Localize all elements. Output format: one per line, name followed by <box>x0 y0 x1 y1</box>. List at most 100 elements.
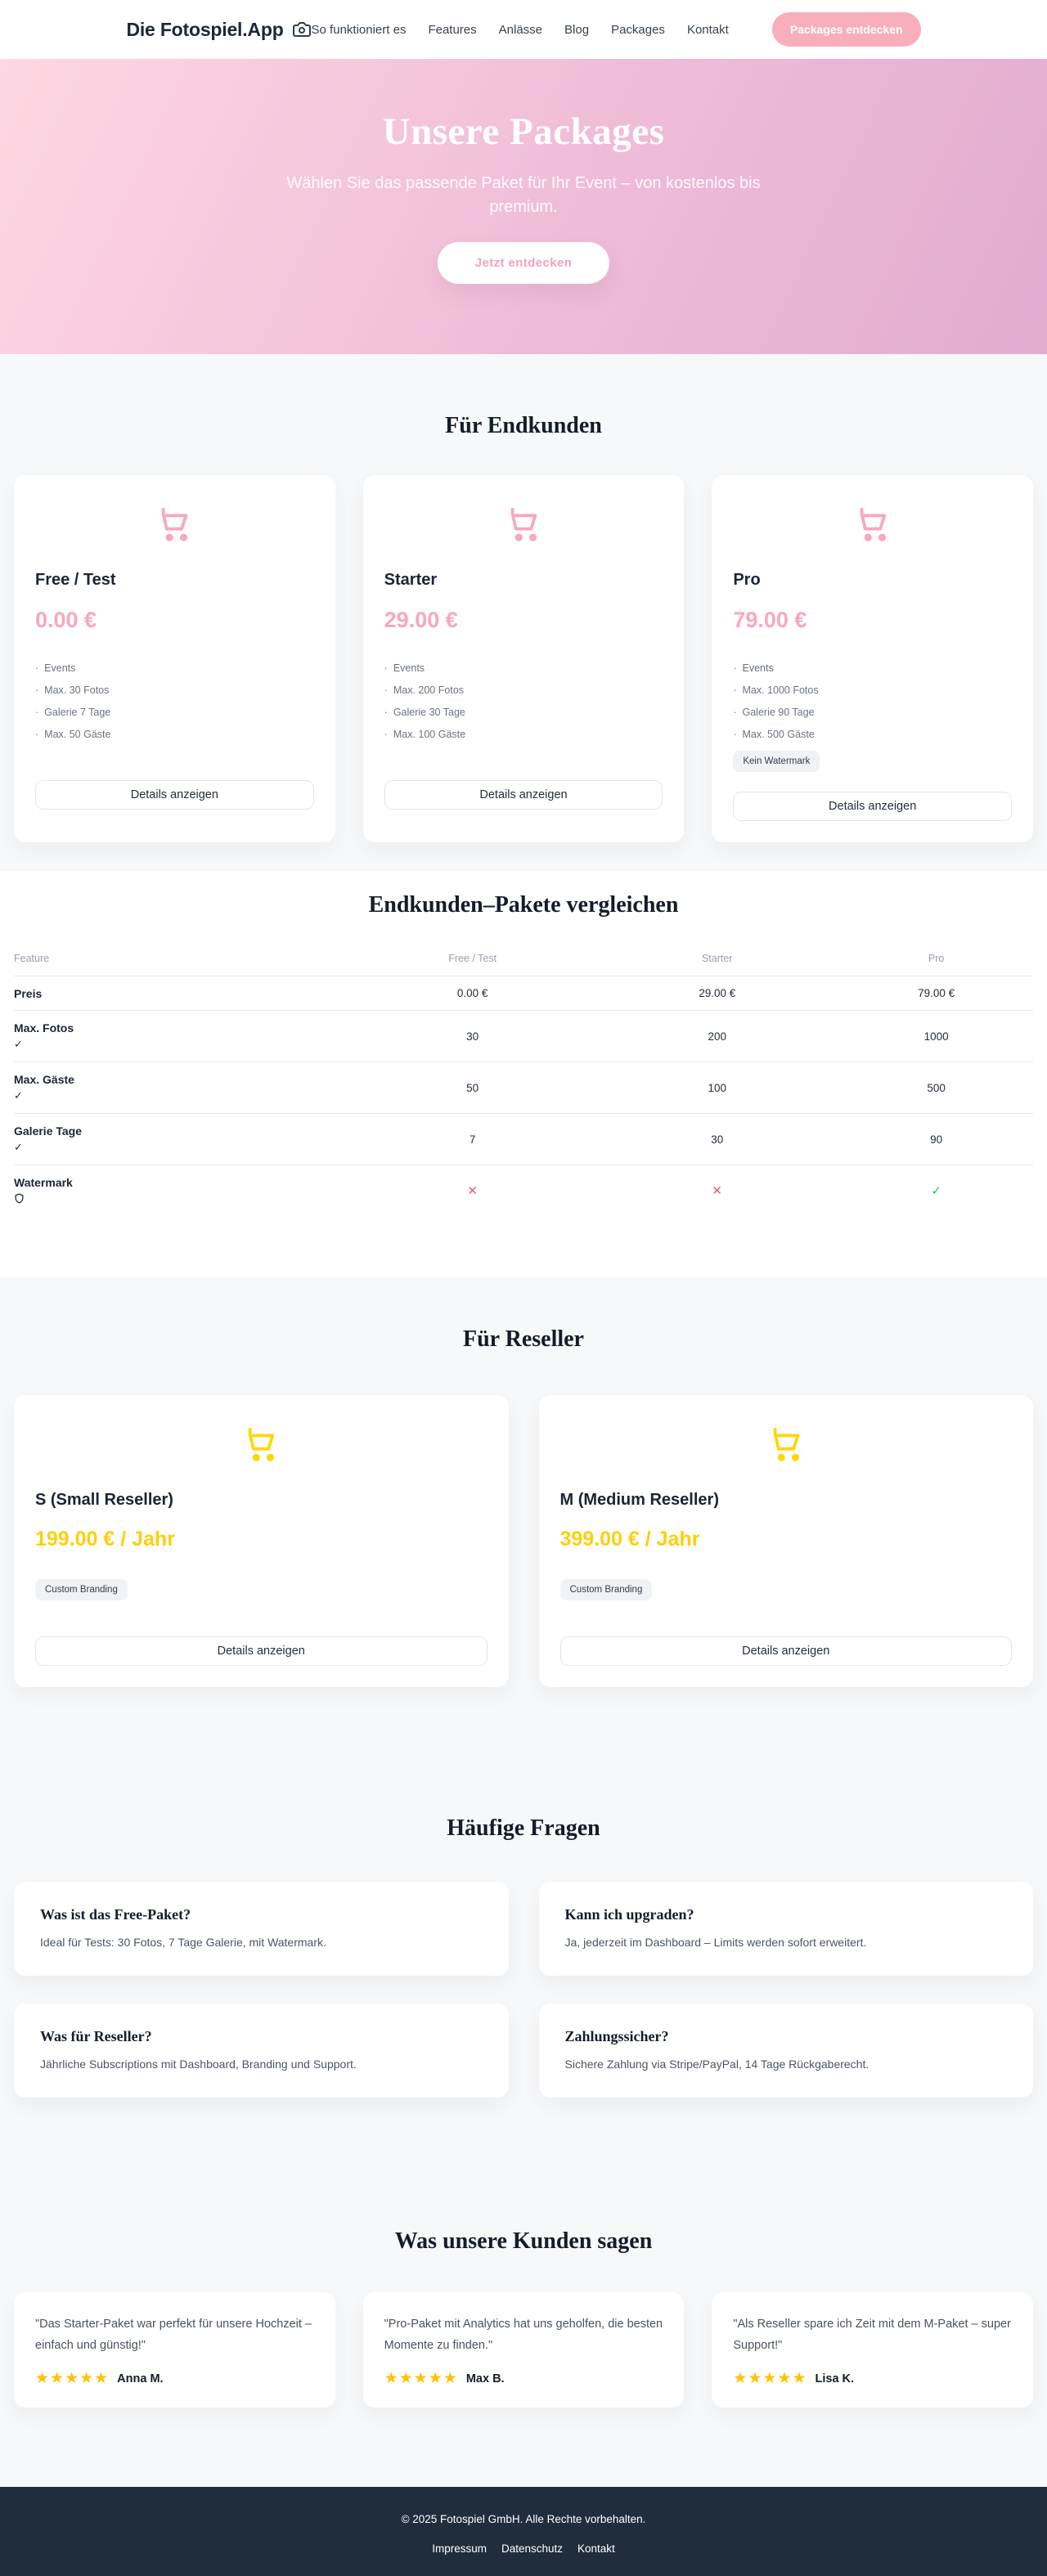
cell-value: 50 <box>466 1081 479 1094</box>
details-anzeigen-button[interactable]: Details anzeigen <box>559 1636 1012 1666</box>
testimonial-quote: "Pro-Paket mit Analytics hat uns geholfe… <box>384 2318 663 2353</box>
reseller-card-s: S (Small Reseller) 199.00 € / Jahr Custo… <box>14 1395 509 1687</box>
plan-features: Events Max. 30 Fotos Galerie 7 Tage Max.… <box>35 662 314 751</box>
feature-item: Max. 50 Gäste <box>35 729 314 740</box>
check-icon: ✓ <box>931 1184 941 1198</box>
faq-answer: Jährliche Subscriptions mit Dashboard, B… <box>40 2058 357 2071</box>
compare-table: Feature Free / Test Starter Pro Preis 0.… <box>14 945 1033 1216</box>
cell-value: 79.00 € <box>918 987 955 999</box>
row-label: Watermark <box>14 1176 73 1189</box>
column-header-feature: Feature <box>14 945 351 976</box>
feature-item: Max. 500 Gäste <box>733 729 1012 740</box>
check-icon: ✓ <box>14 1089 23 1102</box>
details-anzeigen-button[interactable]: Details anzeigen <box>35 1636 488 1666</box>
cart-icon <box>155 505 193 546</box>
star-rating-icon: ★★★★★ <box>384 2370 458 2388</box>
nav-link-anlaesse[interactable]: Anlässe <box>498 22 543 37</box>
cell-value: 7 <box>469 1133 476 1146</box>
kein-watermark-badge: Kein Watermark <box>733 751 820 772</box>
feature-item: Events <box>733 662 1012 674</box>
cart-icon <box>854 505 892 546</box>
cell-value: 0.00 € <box>456 987 488 999</box>
nav-link-features[interactable]: Features <box>428 22 477 37</box>
row-label: Max. Fotos <box>14 1021 74 1034</box>
plan-name: Free / Test <box>35 571 116 589</box>
table-row-preis: Preis 0.00 € 29.00 € 79.00 € <box>14 976 1033 1011</box>
pricing-card-starter: Starter 29.00 € Events Max. 200 Fotos Ga… <box>362 475 685 842</box>
testimonial-name: Max B. <box>465 2372 505 2385</box>
compare-section: Endkunden–Pakete vergleichen Feature Fre… <box>0 871 1047 1277</box>
row-label: Max. Gäste <box>14 1073 74 1086</box>
plan-name: Starter <box>384 571 438 589</box>
details-anzeigen-button[interactable]: Details anzeigen <box>733 792 1012 821</box>
cell-value: 30 <box>711 1133 724 1146</box>
hero-subtitle: Wählen Sie das passende Paket für Ihr Ev… <box>286 174 761 216</box>
check-icon: ✓ <box>14 1141 23 1153</box>
faq-question: Was ist das Free-Paket? <box>40 1906 191 1923</box>
details-anzeigen-button[interactable]: Details anzeigen <box>35 780 314 810</box>
column-header-pro: Pro <box>839 945 1033 976</box>
site-header: Die Fotospiel.App So funktioniert es Fea… <box>0 0 1047 59</box>
table-row-watermark: Watermark ✕ ✕ ✓ <box>14 1165 1033 1217</box>
column-header-starter: Starter <box>595 945 840 976</box>
row-label: Preis <box>14 987 43 1000</box>
cell-value: 29.00 € <box>699 987 736 999</box>
cell-value: 500 <box>927 1081 946 1094</box>
nav-link-blog[interactable]: Blog <box>564 22 590 37</box>
main-nav: So funktioniert es Features Anlässe Blog… <box>312 12 921 47</box>
faq-question: Was für Reseller? <box>40 2028 152 2044</box>
plan-name: S (Small Reseller) <box>35 1491 173 1509</box>
cross-icon: ✕ <box>712 1184 722 1198</box>
faq-card: Kann ich upgraden? Ja, jederzeit im Dash… <box>538 1882 1033 1976</box>
nav-link-kontakt[interactable]: Kontakt <box>686 22 729 37</box>
feature-item: Galerie 7 Tage <box>35 707 314 718</box>
faq-question: Zahlungssicher? <box>564 2028 669 2044</box>
feature-item: Max. 1000 Fotos <box>733 684 1012 696</box>
table-row-galerie-tage: Galerie Tage ✓ 7 30 90 <box>14 1114 1033 1165</box>
compare-header-row: Feature Free / Test Starter Pro <box>14 945 1033 976</box>
column-header-free: Free / Test <box>350 945 595 976</box>
feature-item: Galerie 90 Tage <box>733 707 1012 718</box>
table-row-max-gaeste: Max. Gäste ✓ 50 100 500 <box>14 1062 1033 1114</box>
hero-title: Unsere Packages <box>382 110 665 153</box>
cell-value: 1000 <box>923 1030 949 1043</box>
pricing-card-pro: Pro 79.00 € Events Max. 1000 Fotos Galer… <box>712 475 1033 842</box>
logo-text: Die Fotospiel.App <box>126 18 284 40</box>
testimonial-name: Lisa K. <box>815 2372 855 2385</box>
plan-price: 399.00 € / Jahr <box>559 1528 700 1551</box>
nav-link-packages[interactable]: Packages <box>611 22 665 37</box>
plan-price: 199.00 € / Jahr <box>35 1528 175 1551</box>
cell-value: 90 <box>930 1133 943 1146</box>
testimonials-section: Was unsere Kunden sagen "Das Starter-Pak… <box>0 2171 1047 2488</box>
compare-heading: Endkunden–Pakete vergleichen <box>368 892 679 918</box>
details-anzeigen-button[interactable]: Details anzeigen <box>384 780 663 810</box>
pricing-card-free: Free / Test 0.00 € Events Max. 30 Fotos … <box>14 475 335 842</box>
plan-price: 79.00 € <box>733 608 807 632</box>
testimonial-card: "Als Reseller spare ich Zeit mit dem M-P… <box>712 2292 1033 2408</box>
testimonial-quote: "Das Starter-Paket war perfekt für unser… <box>35 2318 312 2353</box>
faq-question: Kann ich upgraden? <box>564 1906 694 1923</box>
feature-item: Max. 200 Fotos <box>384 684 663 696</box>
feature-item: Max. 30 Fotos <box>35 684 314 696</box>
check-icon: ✓ <box>14 1038 23 1050</box>
testimonial-card: "Pro-Paket mit Analytics hat uns geholfe… <box>362 2292 685 2408</box>
testimonial-name: Anna M. <box>117 2372 164 2385</box>
footer-link-kontakt[interactable]: Kontakt <box>577 2542 615 2556</box>
shield-icon <box>14 1192 350 1207</box>
nav-link-so-funktioniert-es[interactable]: So funktioniert es <box>311 22 407 37</box>
feature-item: Events <box>384 662 663 674</box>
camera-icon <box>292 20 312 39</box>
logo[interactable]: Die Fotospiel.App <box>126 19 311 41</box>
jetzt-entdecken-button[interactable]: Jetzt entdecken <box>437 242 610 284</box>
faq-card: Zahlungssicher? Sichere Zahlung via Stri… <box>538 2004 1033 2098</box>
packages-entdecken-button[interactable]: Packages entdecken <box>771 12 921 47</box>
footer-link-impressum[interactable]: Impressum <box>432 2542 487 2556</box>
copyright-text: © 2025 Fotospiel GmbH. Alle Rechte vorbe… <box>401 2513 646 2526</box>
star-rating-icon: ★★★★★ <box>733 2370 807 2388</box>
footer-link-datenschutz[interactable]: Datenschutz <box>501 2542 564 2556</box>
testimonials-heading: Was unsere Kunden sagen <box>394 2228 653 2254</box>
custom-branding-badge: Custom Branding <box>559 1579 653 1600</box>
feature-item: Galerie 30 Tage <box>384 707 663 718</box>
reseller-section: Für Reseller S (Small Reseller) 199.00 €… <box>0 1277 1047 1769</box>
cart-icon <box>767 1425 805 1466</box>
